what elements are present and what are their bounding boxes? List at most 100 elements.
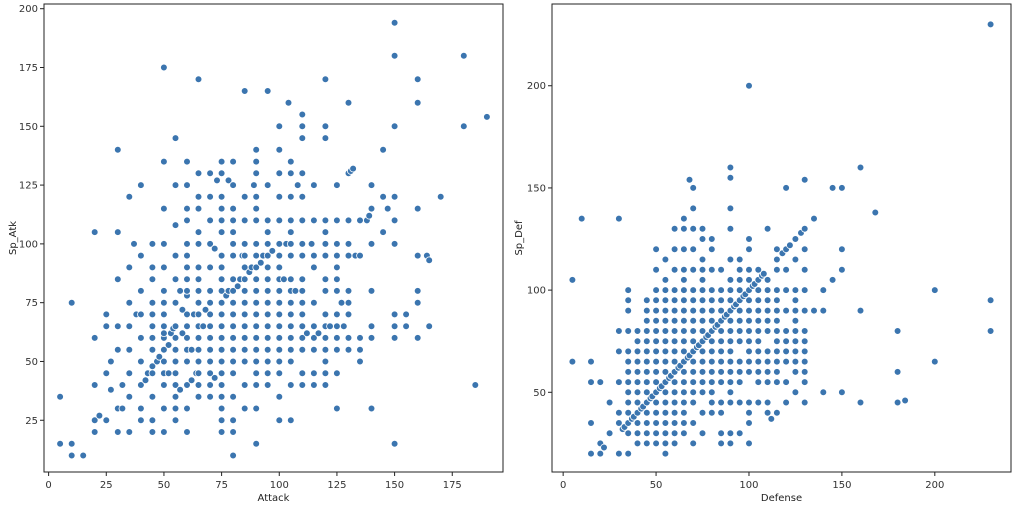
data-point: [642, 408, 651, 417]
y-tick-label: 125: [19, 181, 38, 192]
data-point: [102, 416, 111, 425]
data-point: [67, 298, 76, 307]
data-point: [661, 255, 670, 264]
data-point: [194, 357, 203, 366]
data-point: [321, 216, 330, 225]
data-point: [178, 305, 187, 314]
data-point: [229, 310, 237, 319]
data-point: [689, 357, 697, 366]
data-point: [698, 378, 707, 386]
data-point: [786, 241, 794, 250]
data-point: [155, 352, 164, 361]
data-point: [310, 181, 318, 189]
data-point: [615, 419, 623, 427]
data-point: [726, 276, 735, 284]
data-point: [137, 181, 145, 189]
data-point: [291, 287, 300, 295]
data-point: [782, 357, 790, 366]
data-point: [344, 216, 353, 225]
data-point: [390, 216, 399, 225]
data-point: [661, 347, 670, 356]
data-point: [194, 381, 203, 389]
data-point: [349, 164, 357, 173]
data-point: [194, 240, 203, 248]
data-point: [194, 298, 203, 307]
data-point: [321, 310, 330, 319]
data-point: [459, 51, 468, 60]
data-point: [680, 327, 688, 335]
data-point: [183, 310, 191, 319]
data-point: [680, 429, 688, 438]
data-point: [252, 287, 261, 295]
data-point: [652, 439, 660, 448]
data-point: [367, 181, 376, 189]
data-point: [286, 381, 295, 389]
data-point: [275, 287, 284, 295]
data-point: [187, 376, 196, 385]
data-point: [726, 296, 735, 305]
data-point: [344, 345, 353, 354]
data-point: [206, 193, 214, 201]
data-point: [286, 322, 295, 331]
data-point: [726, 255, 735, 264]
data-point: [754, 347, 763, 356]
data-point: [314, 329, 323, 338]
data-point: [670, 429, 679, 438]
data-point: [624, 357, 632, 366]
data-point: [344, 99, 353, 107]
data-point: [652, 357, 660, 366]
data-point: [356, 251, 364, 260]
data-point: [310, 345, 318, 354]
data-point: [125, 298, 134, 307]
data-point: [298, 110, 307, 119]
data-point: [670, 378, 679, 386]
data-point: [344, 287, 353, 295]
data-point: [698, 225, 707, 233]
data-point: [425, 322, 434, 331]
data-point: [652, 368, 660, 376]
data-point: [321, 369, 330, 378]
data-point: [114, 228, 122, 236]
data-point: [275, 216, 284, 225]
data-point: [356, 216, 364, 225]
data-point: [689, 388, 697, 397]
data-point: [735, 357, 744, 366]
data-point: [229, 357, 237, 366]
data-point: [745, 368, 753, 376]
data-point: [275, 416, 284, 425]
data-point: [413, 99, 422, 107]
data-point: [90, 228, 99, 236]
data-point: [726, 337, 735, 346]
data-point: [206, 369, 214, 378]
data-point: [773, 316, 781, 325]
data-point: [717, 327, 725, 335]
data-point: [782, 398, 790, 407]
data-point: [206, 322, 214, 331]
data-point: [333, 181, 341, 189]
x-tick-label: 100: [739, 480, 758, 491]
data-point: [321, 275, 330, 284]
data-point: [773, 286, 781, 294]
data-point: [800, 347, 809, 356]
data-point: [735, 276, 744, 284]
data-point: [333, 240, 341, 248]
data-point: [240, 322, 249, 331]
data-point: [217, 169, 226, 178]
data-point: [160, 240, 168, 248]
data-point: [217, 416, 226, 425]
data-point: [568, 276, 577, 284]
data-point: [735, 429, 744, 438]
data-point: [333, 275, 341, 284]
data-point: [286, 345, 295, 354]
data-point: [633, 429, 642, 438]
data-point: [252, 345, 261, 354]
data-point: [229, 334, 237, 342]
data-point: [130, 240, 138, 248]
data-point: [339, 322, 348, 331]
data-point: [717, 439, 725, 448]
data-point: [763, 408, 772, 417]
data-point: [726, 173, 735, 182]
data-point: [148, 392, 157, 401]
data-point: [459, 122, 468, 131]
data-point: [745, 439, 753, 448]
